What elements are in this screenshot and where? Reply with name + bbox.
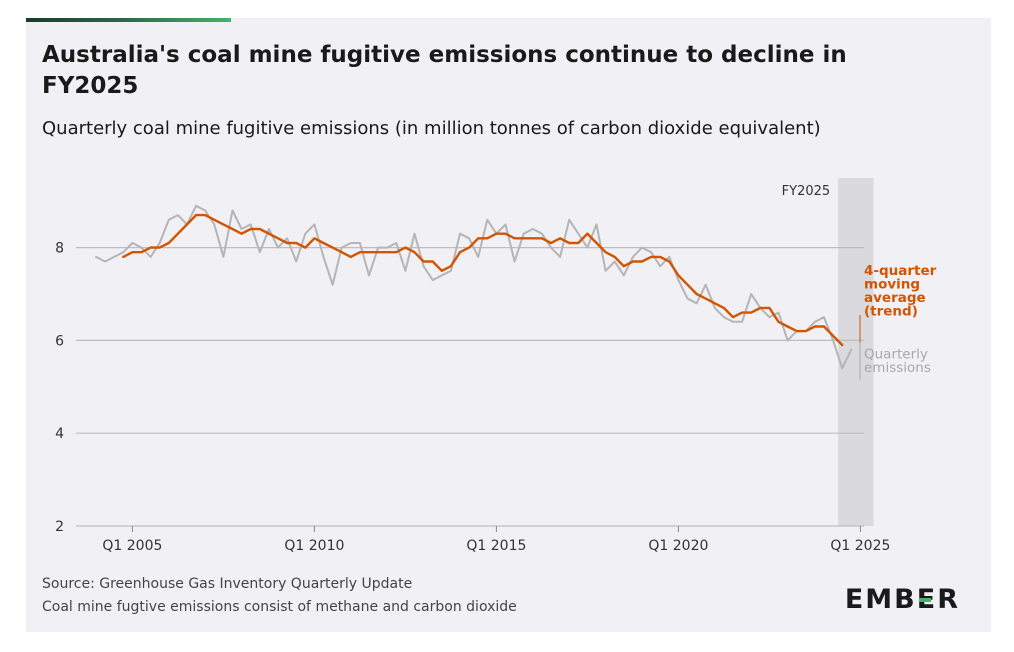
y-tick-label: 4 [55,426,64,442]
x-tick-label: Q1 2010 [284,538,344,554]
x-tick-label: Q1 2005 [102,538,162,554]
moving-average-line [122,213,844,347]
y-tick-label: 8 [55,241,64,257]
quarterly-emissions-line [95,204,853,370]
x-tick-label: Q1 2025 [830,538,890,554]
source-note: Source: Greenhouse Gas Inventory Quarter… [42,576,413,592]
chart-card [26,18,991,632]
ember-logo: EMBE R [844,584,960,615]
x-tick-label: Q1 2015 [466,538,526,554]
chart-subtitle: Quarterly coal mine fugitive emissions (… [42,118,821,139]
chart-title: Australia's coal mine fugitive emissions… [42,42,847,99]
fy2025-highlight-band [838,178,874,526]
highlight-label: FY2025 [782,184,831,199]
quarterly-series-label: Quarterly emissions [864,346,931,376]
trend-series-label: 4-quarter moving average (trend) [864,263,937,320]
footnote: Coal mine fugtive emissions consist of m… [42,599,517,615]
x-tick-label: Q1 2020 [648,538,708,554]
y-tick-label: 6 [55,333,64,349]
y-tick-label: 2 [55,519,64,535]
line-chart: FY2025 2 4 6 8 Q1 2005 Q1 2010 Q1 2015 Q1 2020 Q1… [55,178,937,554]
brand-accent-bar [26,18,231,22]
